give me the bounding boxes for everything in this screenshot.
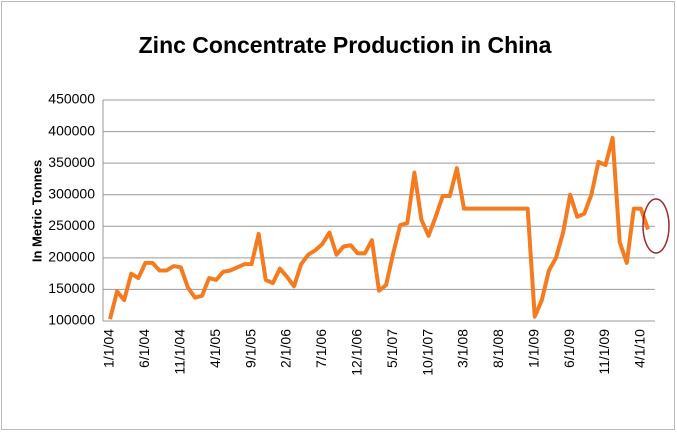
x-tick-label: 10/1/07: [419, 329, 435, 376]
y-tick-label: 100000: [48, 312, 95, 328]
x-tick-label: 5/1/07: [384, 329, 400, 368]
y-tick-label: 300000: [48, 185, 95, 201]
x-tick-label: 12/1/06: [348, 329, 364, 376]
x-tick-label: 9/1/05: [242, 329, 258, 368]
x-tick-label: 11/1/04: [171, 329, 187, 375]
y-tick-label: 150000: [48, 280, 95, 296]
x-tick-label: 1/1/09: [525, 329, 541, 368]
x-tick-label: 2/1/06: [278, 329, 294, 368]
highlight-circle: [642, 198, 670, 254]
x-tick-label: 4/1/05: [207, 329, 223, 368]
plot-area: 100000 150000 200000 250000 300000 350000 4000…: [48, 91, 655, 376]
y-tick-label: 350000: [48, 154, 95, 170]
x-tick-label: 3/1/08: [455, 329, 471, 368]
y-tick-label: 400000: [48, 122, 95, 138]
x-tick-label: 4/1/10: [632, 329, 648, 368]
x-tick-label: 1/1/04: [101, 329, 117, 368]
x-tick-label: 6/1/09: [561, 329, 577, 368]
y-tick-label: 450000: [48, 91, 95, 107]
x-tick-label: 8/1/08: [490, 329, 506, 368]
x-tick-label: 6/1/04: [136, 329, 152, 368]
chart-title: Zinc Concentrate Production in China: [139, 32, 552, 58]
y-axis-label: In Metric Tonnes: [29, 160, 44, 262]
y-tick-label: 200000: [48, 249, 95, 265]
x-tick-label: 7/1/06: [313, 329, 329, 368]
x-tick-label: 11/1/09: [596, 329, 612, 375]
y-tick-label: 250000: [48, 217, 95, 233]
data-line: [108, 135, 650, 320]
